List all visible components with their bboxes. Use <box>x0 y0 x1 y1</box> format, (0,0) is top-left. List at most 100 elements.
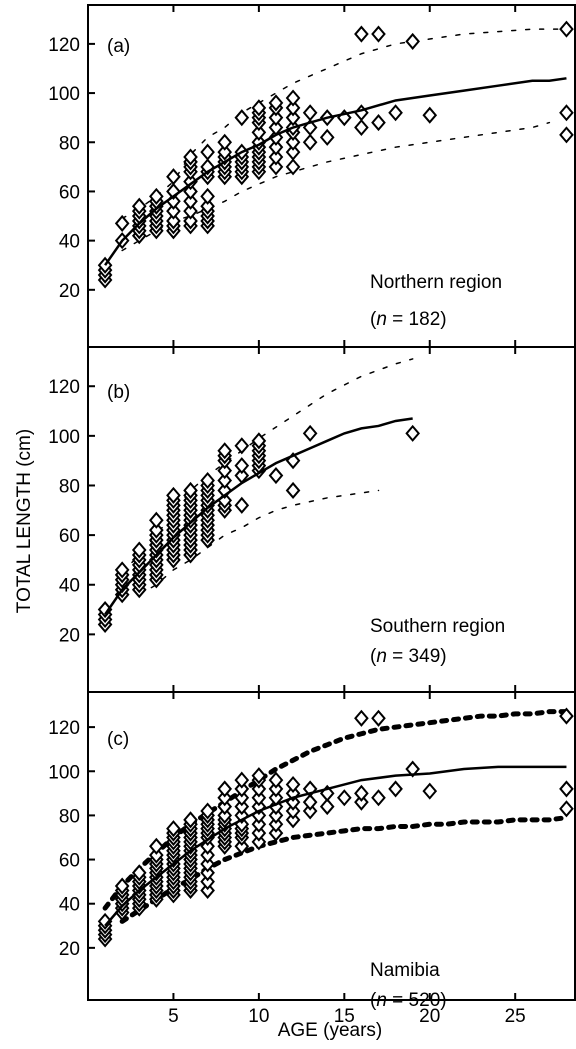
data-point <box>268 824 284 842</box>
chart-panel-1: 20 40 60 80 100 120 (a) Northern region (n = 182… <box>48 4 576 348</box>
data-point <box>217 789 233 807</box>
data-point <box>405 424 420 442</box>
x-tick-label: 25 <box>505 1006 526 1027</box>
data-point <box>285 133 301 151</box>
data-point <box>217 442 233 460</box>
data-point <box>371 709 386 727</box>
panel-label: (c) <box>107 729 129 750</box>
data-point <box>354 118 369 137</box>
y-tick-label: 60 <box>59 182 80 203</box>
data-point <box>234 780 250 798</box>
data-point <box>354 784 369 802</box>
y-tick-label: 20 <box>59 939 80 960</box>
data-point <box>217 143 233 161</box>
data-point <box>422 106 438 124</box>
y-tick-label: 120 <box>48 377 80 398</box>
data-point <box>149 837 164 855</box>
y-tick-label: 120 <box>48 718 80 739</box>
data-point <box>285 784 301 802</box>
x-tick-label: 10 <box>248 1006 269 1027</box>
data-point <box>200 846 215 864</box>
data-point <box>336 789 352 807</box>
y-tick-label: 60 <box>59 851 80 872</box>
data-point <box>268 467 284 485</box>
data-point <box>200 881 215 899</box>
data-point <box>234 109 250 127</box>
data-point <box>388 780 403 798</box>
y-tick-label: 100 <box>48 84 80 105</box>
data-point <box>285 158 301 176</box>
region-label: Namibia <box>370 960 440 981</box>
data-point <box>251 798 267 816</box>
data-point <box>285 99 301 117</box>
data-point <box>268 148 284 166</box>
data-point <box>114 214 130 232</box>
data-point <box>285 481 301 499</box>
y-tick-label: 80 <box>59 806 80 827</box>
data-point <box>200 197 215 215</box>
data-point <box>217 133 233 151</box>
sample-size-label: (n = 520) <box>370 990 447 1011</box>
region-label: Northern region <box>370 272 502 293</box>
data-point <box>285 143 301 161</box>
data-point <box>251 833 267 851</box>
x-tick-label: 5 <box>168 1006 179 1027</box>
panel-label: (b) <box>107 382 130 403</box>
y-tick-label: 120 <box>48 35 80 56</box>
data-point <box>149 846 164 864</box>
data-point <box>285 802 301 820</box>
data-point <box>183 192 198 210</box>
data-point <box>234 437 250 455</box>
data-point <box>251 789 267 807</box>
data-point <box>354 25 369 43</box>
y-tick-label: 80 <box>59 133 80 154</box>
data-point <box>166 202 181 220</box>
data-point <box>268 806 284 824</box>
data-point <box>371 789 386 807</box>
data-point <box>251 432 267 450</box>
panel-frame <box>87 691 576 1001</box>
data-point <box>166 486 181 504</box>
y-tick-label: 20 <box>59 281 80 302</box>
data-point <box>268 780 284 798</box>
data-point <box>302 424 318 442</box>
data-point <box>559 20 574 38</box>
upper-band-line <box>121 358 414 574</box>
data-point <box>268 158 284 176</box>
data-point <box>405 32 420 50</box>
y-tick-label: 60 <box>59 526 80 547</box>
data-point <box>319 798 335 816</box>
data-point <box>371 114 386 132</box>
data-point <box>183 182 198 200</box>
data-point <box>234 837 250 855</box>
x-tick-label: 15 <box>334 1006 355 1027</box>
data-point <box>251 123 267 141</box>
y-tick-label: 100 <box>48 427 80 448</box>
lower-band-line <box>138 489 380 596</box>
data-point <box>268 815 284 833</box>
upper-band-line <box>102 709 569 911</box>
data-point <box>200 855 215 873</box>
fit-curve-line <box>104 417 413 616</box>
data-point <box>131 864 147 882</box>
data-point <box>354 709 369 727</box>
data-point <box>388 104 403 122</box>
data-point <box>200 837 215 855</box>
data-point <box>268 138 284 156</box>
fit-curve-line <box>104 77 567 266</box>
data-point <box>200 873 215 891</box>
data-point <box>200 802 215 820</box>
data-point <box>166 212 181 230</box>
data-point <box>405 760 420 778</box>
data-point <box>200 158 215 176</box>
chart-panel-2: 20 40 60 80 100 120 (b) Southern region (n = 349… <box>48 346 576 693</box>
data-point <box>217 806 233 824</box>
data-point <box>285 109 301 127</box>
data-point <box>217 798 233 816</box>
data-point <box>114 877 130 895</box>
data-point <box>166 820 181 838</box>
data-point <box>114 561 130 579</box>
y-axis-label: TOTAL LENGTH (cm) <box>14 429 35 613</box>
data-point <box>251 99 267 117</box>
y-tick-label: 20 <box>59 625 80 646</box>
